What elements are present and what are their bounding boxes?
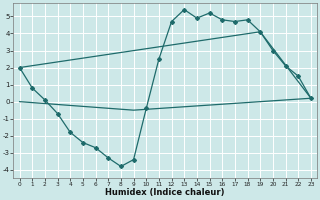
X-axis label: Humidex (Indice chaleur): Humidex (Indice chaleur) <box>106 188 225 197</box>
